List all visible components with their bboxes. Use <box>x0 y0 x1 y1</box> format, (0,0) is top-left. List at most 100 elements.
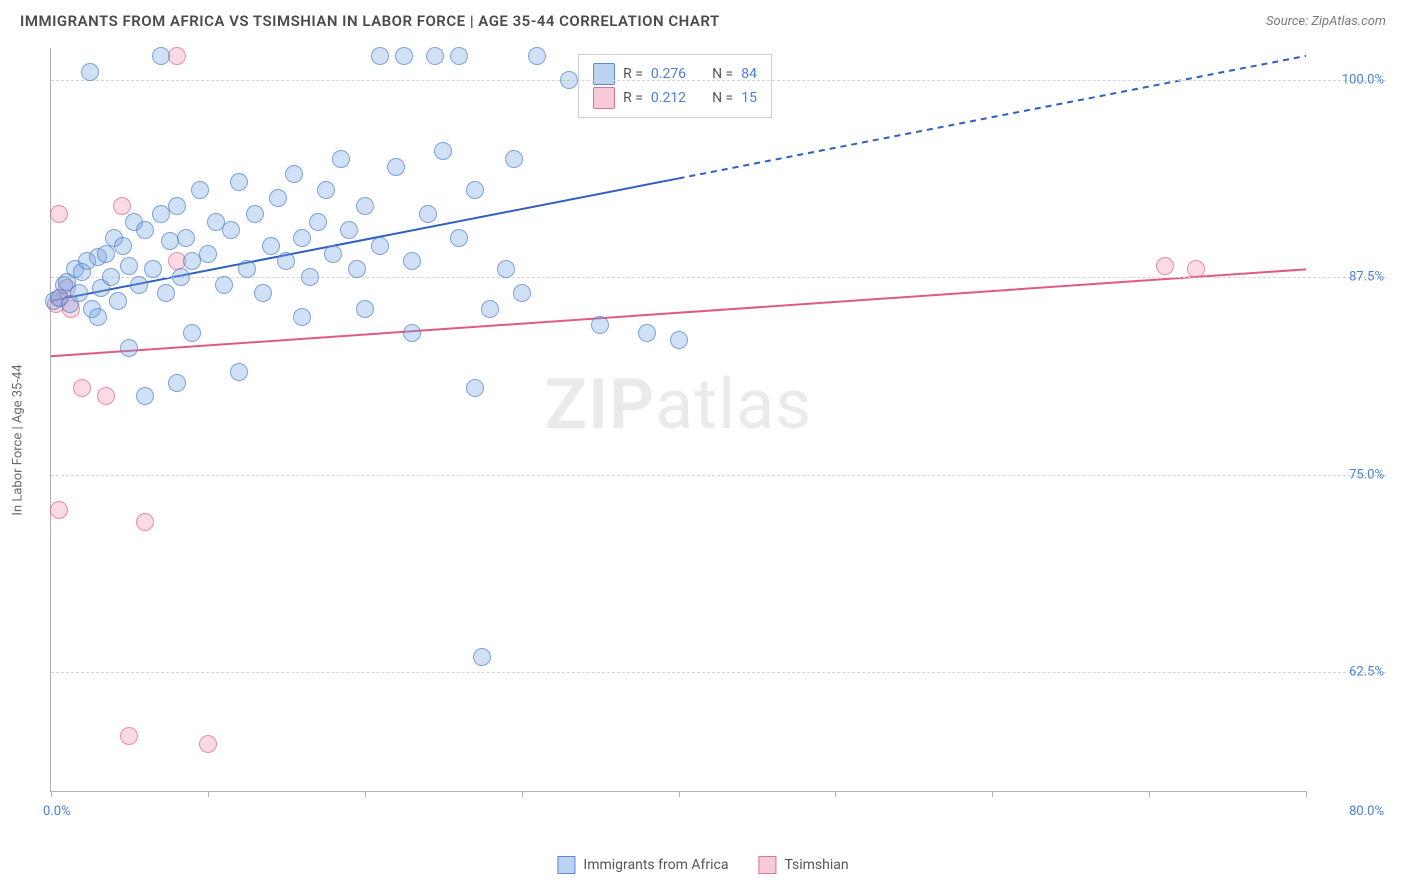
data-point <box>317 181 335 199</box>
chart-title: IMMIGRANTS FROM AFRICA VS TSIMSHIAN IN L… <box>20 12 720 30</box>
data-point <box>324 245 342 263</box>
x-tick <box>365 791 366 797</box>
y-tick-label: 75.0% <box>1314 467 1384 482</box>
data-point <box>505 150 523 168</box>
data-point <box>152 47 170 65</box>
data-point <box>183 324 201 342</box>
gridline <box>51 80 1386 81</box>
data-point <box>191 181 209 199</box>
data-point <box>434 142 452 160</box>
data-point <box>591 316 609 334</box>
gridline <box>51 277 1386 278</box>
data-point <box>1156 257 1174 275</box>
data-point <box>1187 260 1205 278</box>
data-point <box>371 237 389 255</box>
chart-area: In Labor Force | Age 35-44 ZIPatlas 0.0%… <box>50 48 1386 832</box>
data-point <box>70 284 88 302</box>
data-point <box>120 727 138 745</box>
data-point <box>269 189 287 207</box>
y-tick-label: 100.0% <box>1314 72 1384 87</box>
data-point <box>309 213 327 231</box>
plot-region: ZIPatlas 0.0% 80.0% R = 0.276 N = 84 R =… <box>50 48 1306 792</box>
data-point <box>277 252 295 270</box>
data-point <box>450 47 468 65</box>
data-point <box>670 331 688 349</box>
data-point <box>109 292 127 310</box>
data-point <box>356 300 374 318</box>
data-point <box>332 150 350 168</box>
data-point <box>371 47 389 65</box>
x-axis-max-label: 80.0% <box>1349 804 1384 819</box>
data-point <box>466 379 484 397</box>
data-point <box>199 245 217 263</box>
swatch-b-icon <box>758 856 776 874</box>
data-point <box>168 374 186 392</box>
gridline <box>51 672 1386 673</box>
data-point <box>387 158 405 176</box>
data-point <box>285 165 303 183</box>
series-legend: Immigrants from Africa Tsimshian <box>557 856 848 874</box>
y-tick-label: 87.5% <box>1314 270 1384 285</box>
source-attribution: Source: ZipAtlas.com <box>1266 14 1386 29</box>
x-axis-min-label: 0.0% <box>43 804 71 819</box>
legend-item-a: Immigrants from Africa <box>557 856 728 874</box>
x-tick <box>1149 791 1150 797</box>
legend-row-b: R = 0.212 N = 15 <box>593 87 757 109</box>
data-point <box>419 205 437 223</box>
data-point <box>481 300 499 318</box>
n-value-b: 15 <box>741 90 757 106</box>
data-point <box>136 221 154 239</box>
legend-label-a: Immigrants from Africa <box>583 857 728 873</box>
data-point <box>254 284 272 302</box>
y-tick-label: 62.5% <box>1314 665 1384 680</box>
legend-item-b: Tsimshian <box>758 856 848 874</box>
data-point <box>230 173 248 191</box>
x-tick <box>208 791 209 797</box>
data-point <box>73 379 91 397</box>
data-point <box>395 47 413 65</box>
chart-header: IMMIGRANTS FROM AFRICA VS TSIMSHIAN IN L… <box>0 0 1406 38</box>
data-point <box>102 268 120 286</box>
data-point <box>246 205 264 223</box>
data-point <box>120 339 138 357</box>
data-point <box>528 47 546 65</box>
data-point <box>130 276 148 294</box>
data-point <box>473 648 491 666</box>
data-point <box>168 197 186 215</box>
data-point <box>222 221 240 239</box>
data-point <box>97 245 115 263</box>
data-point <box>114 237 132 255</box>
data-point <box>89 308 107 326</box>
data-point <box>113 197 131 215</box>
data-point <box>50 501 68 519</box>
data-point <box>293 229 311 247</box>
data-point <box>262 237 280 255</box>
trend-lines <box>51 48 1306 791</box>
swatch-series-a <box>593 63 615 85</box>
data-point <box>177 229 195 247</box>
legend-row-a: R = 0.276 N = 84 <box>593 63 757 85</box>
n-label: N = <box>712 90 733 106</box>
data-point <box>136 387 154 405</box>
data-point <box>238 260 256 278</box>
correlation-legend: R = 0.276 N = 84 R = 0.212 N = 15 <box>578 54 772 118</box>
data-point <box>497 260 515 278</box>
data-point <box>144 260 162 278</box>
data-point <box>403 252 421 270</box>
data-point <box>215 276 233 294</box>
data-point <box>293 308 311 326</box>
data-point <box>136 513 154 531</box>
data-point <box>638 324 656 342</box>
data-point <box>50 205 68 223</box>
data-point <box>230 363 248 381</box>
data-point <box>348 260 366 278</box>
x-tick <box>1306 791 1307 797</box>
data-point <box>450 229 468 247</box>
gridline <box>51 475 1386 476</box>
data-point <box>466 181 484 199</box>
data-point <box>426 47 444 65</box>
data-point <box>340 221 358 239</box>
data-point <box>97 387 115 405</box>
data-point <box>356 197 374 215</box>
r-label: R = <box>623 90 643 106</box>
